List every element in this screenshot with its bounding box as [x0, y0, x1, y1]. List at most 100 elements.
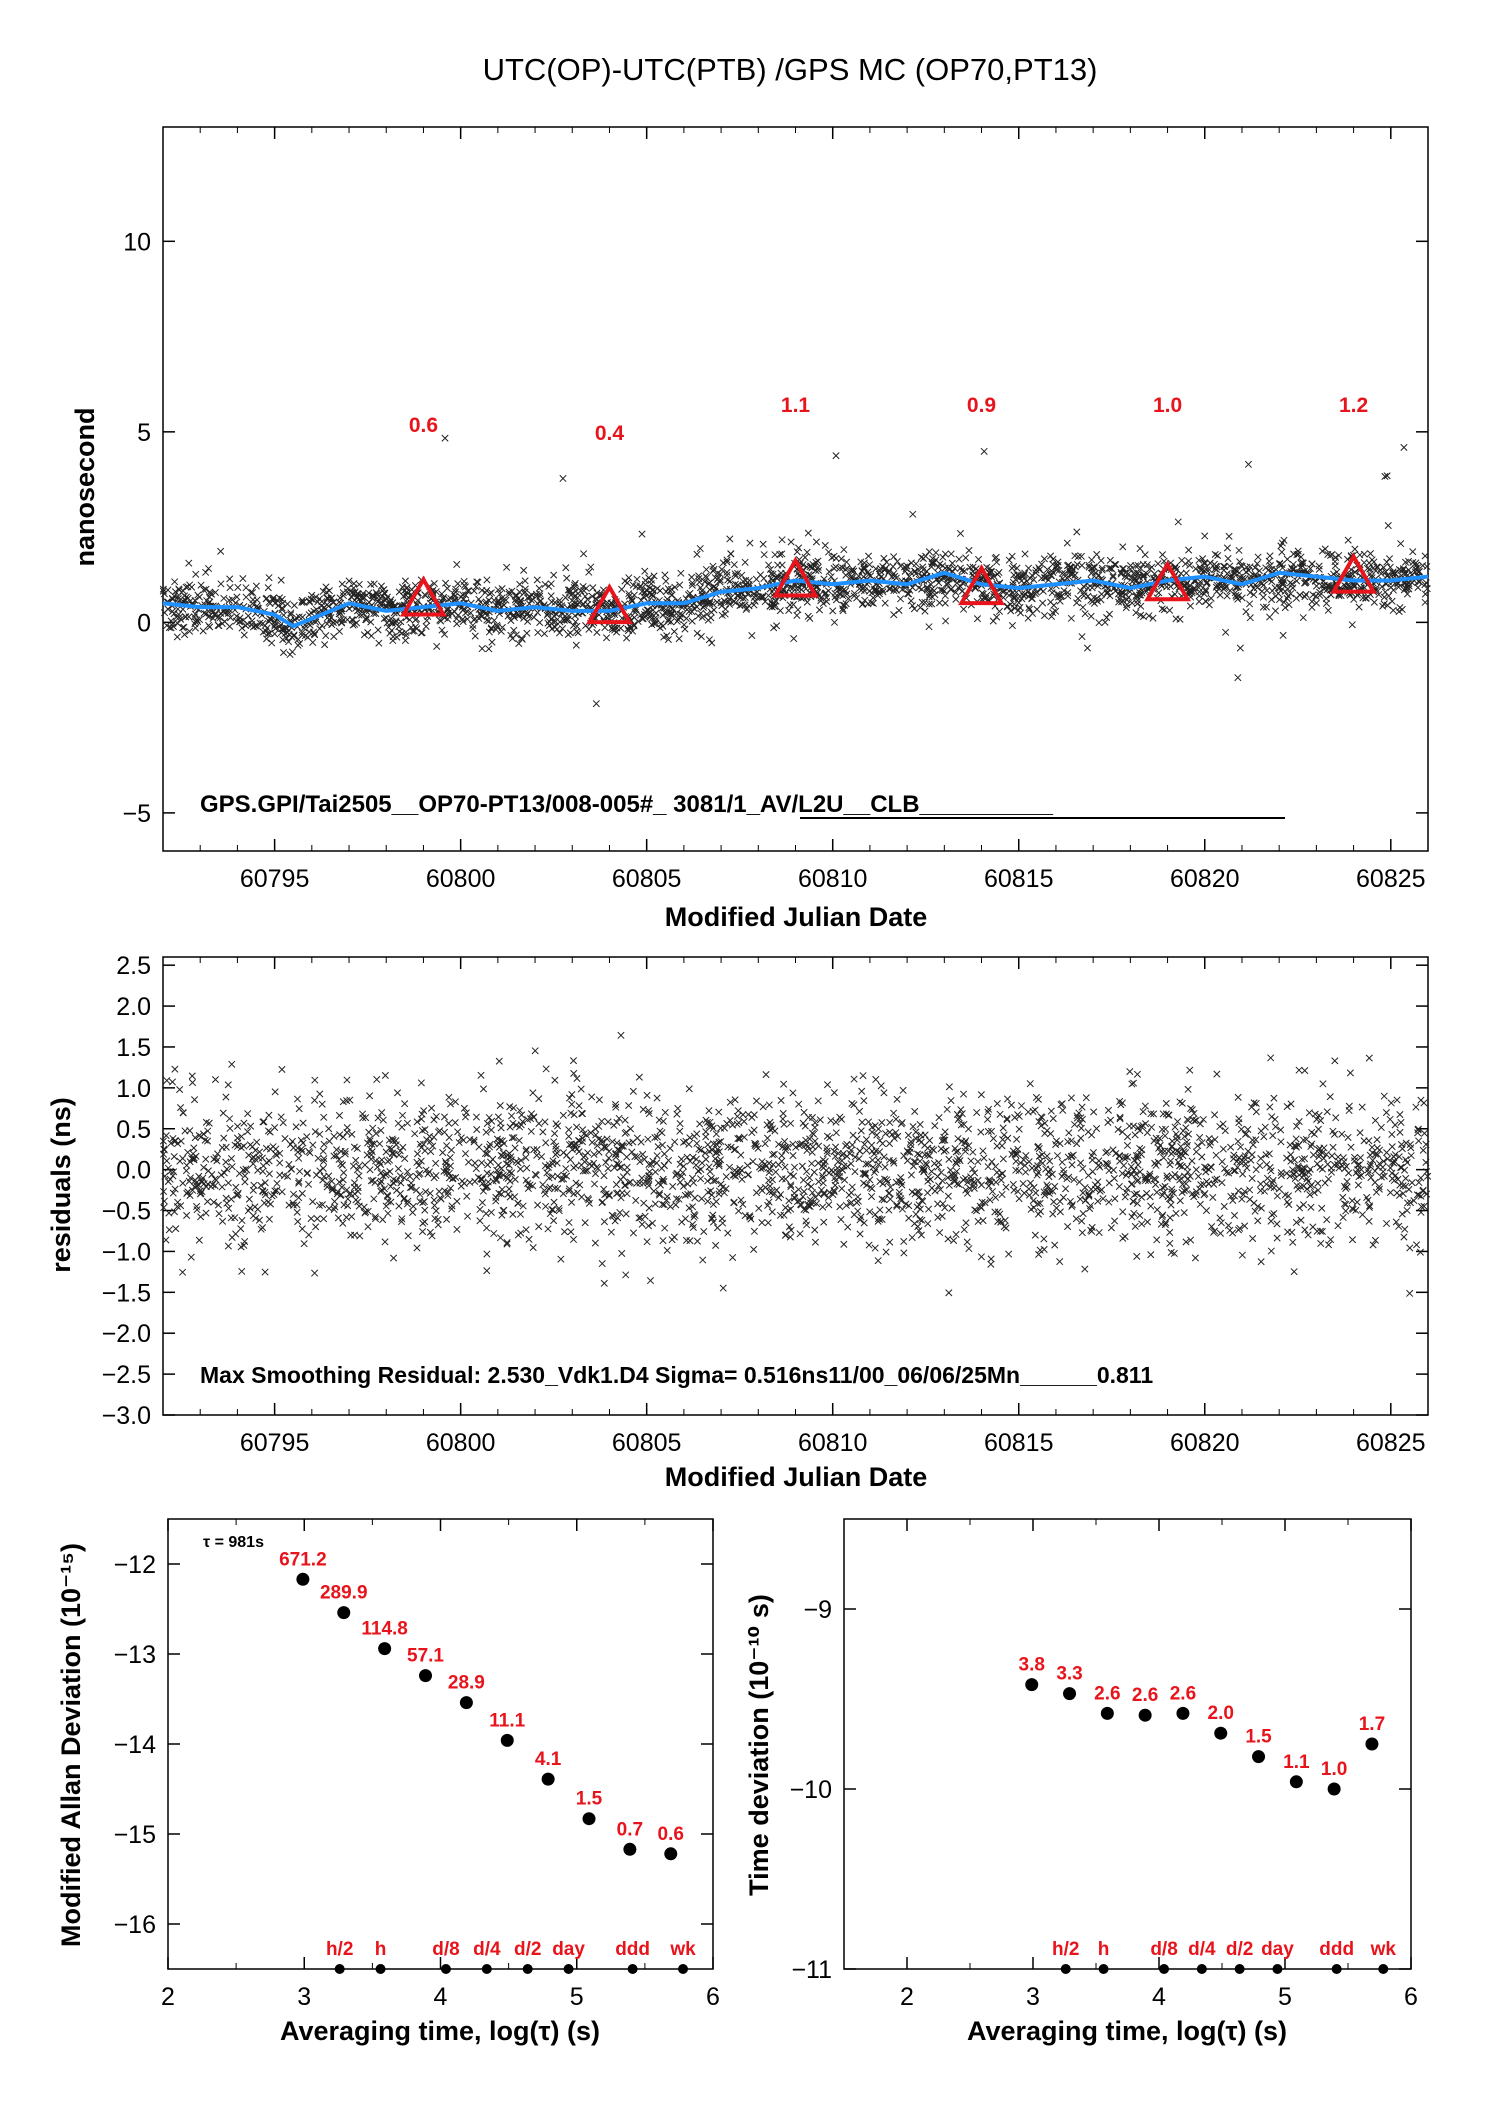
top-point	[1250, 591, 1258, 599]
top-point	[983, 591, 991, 600]
residual-point	[344, 1202, 352, 1210]
top-point	[515, 640, 523, 648]
residual-point	[228, 1060, 236, 1068]
top-point	[459, 618, 467, 626]
residual-point	[659, 1237, 667, 1245]
top-point	[1302, 577, 1310, 586]
residual-point	[1026, 1080, 1034, 1088]
residual-point	[1128, 1213, 1136, 1221]
residual-point	[675, 1195, 683, 1203]
top-point	[589, 584, 597, 592]
residual-point	[905, 1214, 913, 1222]
residual-point	[1388, 1175, 1396, 1183]
residual-point	[679, 1162, 688, 1170]
top-point	[438, 626, 446, 634]
top-point	[462, 591, 470, 599]
residual-point	[810, 1168, 818, 1176]
residual-point	[1052, 1137, 1060, 1145]
top-point	[1008, 552, 1016, 560]
residual-point	[661, 1224, 669, 1232]
residual-point	[464, 1158, 473, 1166]
top-point	[192, 570, 200, 578]
residual-point	[331, 1203, 339, 1211]
residual-point	[912, 1128, 920, 1136]
top-point	[308, 591, 316, 599]
top-point	[628, 597, 636, 605]
top-point	[990, 572, 998, 580]
residual-point	[320, 1113, 328, 1121]
y-tick-label: 2.5	[116, 952, 151, 980]
top-point	[493, 623, 501, 631]
top-point	[1324, 606, 1332, 614]
top-point	[191, 624, 199, 632]
top-point	[439, 593, 448, 601]
y-tick-label: −5	[122, 800, 151, 828]
top-point	[545, 582, 553, 590]
top-point	[292, 614, 300, 622]
residual-point	[254, 1205, 262, 1213]
residual-point	[1015, 1195, 1023, 1203]
top-point	[1325, 583, 1333, 591]
top-point	[716, 578, 724, 586]
x-tick-label: 60815	[984, 1429, 1054, 1457]
residuals-ticks: 60795 60800 60805 60810 60815 60820 60825−3.0−…	[102, 952, 1429, 1457]
residual-point	[1386, 1164, 1394, 1172]
residual-point	[531, 1047, 539, 1055]
residual-point	[518, 1111, 526, 1119]
residual-point	[183, 1211, 191, 1219]
top-point	[902, 565, 910, 573]
residual-point	[265, 1170, 273, 1178]
residual-point	[711, 1155, 719, 1163]
residual-point	[648, 1219, 657, 1227]
top-point	[477, 611, 485, 619]
top-point	[1422, 579, 1430, 587]
top-point	[708, 639, 716, 647]
x-tick-label: 60800	[426, 1429, 496, 1457]
residual-point	[1290, 1142, 1298, 1150]
top-point	[1202, 586, 1210, 594]
residual-point	[224, 1179, 232, 1187]
top-point	[750, 593, 758, 601]
top-point	[281, 629, 289, 638]
residual-point	[339, 1219, 347, 1227]
residual-point	[1111, 1195, 1119, 1203]
top-point	[1316, 588, 1324, 596]
top-annotation: GPS.GPI/Tai2505__OP70-PT13/008-005#_ 308…	[200, 791, 1054, 818]
residual-point	[312, 1171, 321, 1179]
top-point	[969, 563, 977, 571]
top-point	[778, 536, 786, 544]
residual-point	[1269, 1176, 1277, 1184]
top-point	[1287, 590, 1295, 598]
top-point	[584, 600, 592, 609]
residual-point	[1058, 1158, 1066, 1166]
residual-point	[246, 1141, 254, 1149]
residual-point	[537, 1153, 546, 1161]
residual-point	[224, 1242, 232, 1250]
residual-point	[1402, 1174, 1410, 1182]
top-point	[1262, 564, 1270, 572]
residual-point	[612, 1103, 620, 1111]
top-point	[1046, 552, 1055, 560]
residual-point	[483, 1250, 491, 1258]
residual-point	[591, 1239, 599, 1247]
residual-point	[347, 1231, 355, 1239]
top-point	[409, 627, 417, 635]
residual-point	[877, 1082, 885, 1090]
residual-point	[1270, 1210, 1278, 1218]
residual-point	[815, 1178, 823, 1186]
top-point	[1308, 560, 1316, 568]
residual-point	[1257, 1258, 1265, 1266]
top-point	[1106, 556, 1114, 564]
residual-point	[1321, 1179, 1329, 1187]
top-point	[377, 582, 385, 590]
top-point	[1126, 565, 1134, 573]
residual-point	[1419, 1146, 1427, 1154]
top-point	[710, 606, 718, 614]
top-point	[367, 618, 375, 626]
residual-point	[225, 1204, 233, 1212]
top-point	[1020, 572, 1028, 580]
residual-point	[1059, 1106, 1067, 1114]
top-point	[1136, 545, 1144, 553]
residual-point	[1262, 1180, 1270, 1188]
top-point	[1171, 590, 1179, 598]
